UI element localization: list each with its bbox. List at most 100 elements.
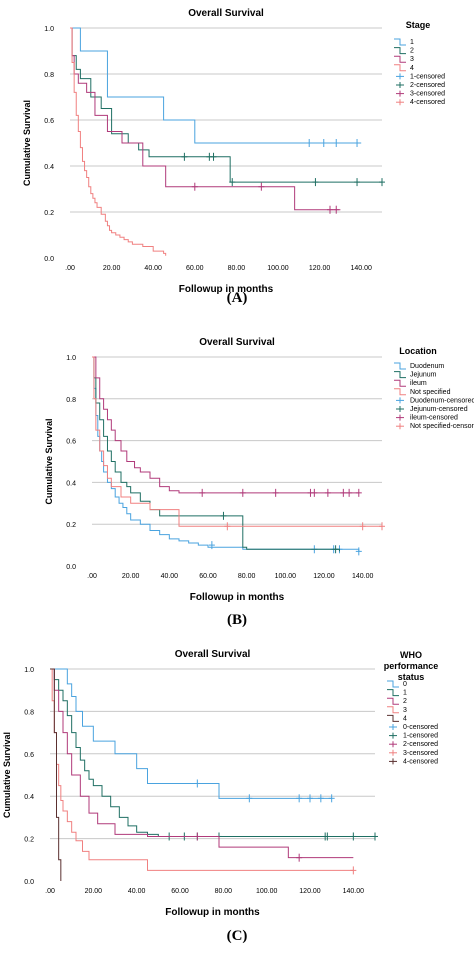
panel-b: Overall Survival 0.0 0.2 0.4 0.6 0.8 1.0 .00 20.… — [0, 324, 474, 636]
legend-entry: Jejunum — [410, 372, 437, 379]
series-line-2 — [70, 27, 382, 183]
x-tick-label: .00 — [87, 573, 97, 580]
legend-swatch — [387, 706, 399, 714]
legend-title: Stage — [406, 20, 431, 30]
x-tick-label: 60.00 — [171, 888, 189, 895]
legend-entry: ileum-censored — [410, 415, 458, 422]
x-tick-label: 40.00 — [161, 573, 179, 580]
legend-title: performance — [384, 661, 439, 671]
chart-a: Overall Survival 0.0 0.2 0.4 0.6 0.8 1.0 .00 20.… — [22, 8, 445, 295]
x-axis-label: Followup in months — [165, 907, 260, 918]
legend-entry: 2 — [410, 48, 414, 55]
chart-b: Overall Survival 0.0 0.2 0.4 0.6 0.8 1.0 .00 20.… — [44, 337, 474, 603]
y-axis-label: Cumulative Survival — [2, 732, 12, 818]
y-tick-label: 0.0 — [66, 564, 76, 571]
x-tick-label: 40.00 — [128, 888, 146, 895]
y-axis-label: Cumulative Survival — [22, 100, 32, 186]
chart-title: Overall Survival — [199, 337, 275, 348]
y-tick-label: 0.2 — [66, 522, 76, 529]
series-line-1 — [50, 668, 375, 837]
legend-entry: 1-censored — [403, 733, 438, 740]
legend-entry: 3 — [410, 56, 414, 63]
x-tick-label: 60.00 — [186, 265, 204, 272]
panel-c: Overall Survival 0.0 0.2 0.4 0.6 0.8 1.0 .00 20.… — [0, 636, 474, 950]
legend-entry: 4 — [403, 715, 407, 722]
y-tick-label: 1.0 — [66, 355, 76, 362]
legend-title: status — [398, 672, 425, 682]
legend-entry: 2 — [403, 698, 407, 705]
x-tick-label: 120.00 — [313, 573, 335, 580]
legend-swatch — [394, 379, 406, 387]
y-tick-label: 0.0 — [44, 256, 54, 263]
x-tick-label: 40.00 — [144, 265, 162, 272]
x-tick-label: 80.00 — [215, 888, 233, 895]
legend-entry: 0-censored — [403, 724, 438, 731]
legend-swatch — [394, 362, 406, 370]
series-line-4 — [50, 668, 62, 881]
legend-entry: 3-censored — [410, 91, 445, 98]
legend-entry: 2-censored — [403, 741, 438, 748]
y-tick-label: 0.0 — [24, 879, 34, 886]
x-tick-label: 20.00 — [122, 573, 140, 580]
legend-entry: Duodenum-censored — [410, 397, 474, 404]
y-tick-label: 0.4 — [24, 794, 34, 801]
x-tick-label: 100.00 — [267, 265, 289, 272]
legend-entry: 2-censored — [410, 82, 445, 89]
y-tick-label: 0.6 — [44, 118, 54, 125]
y-tick-label: 0.4 — [44, 164, 54, 171]
y-tick-label: 0.2 — [44, 210, 54, 217]
series-line-jejunum — [92, 356, 340, 552]
legend-swatch — [394, 371, 406, 379]
legend-entry: 4-censored — [403, 758, 438, 765]
series-line-1 — [70, 27, 362, 144]
legend-swatch — [394, 38, 406, 46]
legend-entry: 1 — [410, 39, 414, 46]
legend-swatch — [394, 64, 406, 72]
x-tick-label: 20.00 — [103, 265, 121, 272]
y-tick-label: 0.2 — [24, 837, 34, 844]
x-tick-label: 100.00 — [256, 888, 278, 895]
legend-entry: Duodenum — [410, 363, 444, 370]
x-tick-label: 80.00 — [238, 573, 256, 580]
x-axis-label: Followup in months — [190, 592, 285, 603]
chart-title: Overall Survival — [175, 649, 251, 660]
series-line-3 — [50, 668, 354, 871]
x-tick-label: 120.00 — [299, 888, 321, 895]
x-tick-label: 100.00 — [275, 573, 297, 580]
legend-title: Location — [399, 346, 437, 356]
legend-entry: Not specified — [410, 389, 451, 396]
series-line-duodenum — [92, 356, 360, 552]
legend-entry: 4 — [410, 65, 414, 72]
legend-title: WHO — [400, 650, 422, 660]
series-line-ileum — [92, 356, 359, 494]
legend-entry: ileum — [410, 380, 427, 387]
legend-swatch — [394, 388, 406, 396]
legend-swatch — [387, 714, 399, 722]
legend-entry: 1 — [403, 690, 407, 697]
legend-swatch — [394, 55, 406, 63]
y-tick-label: 0.6 — [24, 752, 34, 759]
x-tick-label: 20.00 — [85, 888, 103, 895]
y-tick-label: 0.8 — [24, 709, 34, 716]
series-line-4 — [70, 27, 167, 256]
x-tick-label: 80.00 — [228, 265, 246, 272]
x-tick-label: 140.00 — [352, 573, 374, 580]
legend-swatch — [387, 689, 399, 697]
y-tick-label: 1.0 — [44, 26, 54, 33]
caption-c: (C) — [226, 928, 248, 944]
legend-entry: 3 — [403, 707, 407, 714]
legend-entry: 1-censored — [410, 73, 445, 80]
legend-entry: 0 — [403, 681, 407, 688]
y-tick-label: 0.6 — [66, 439, 76, 446]
legend-entry: 4-censored — [410, 99, 445, 106]
y-tick-label: 0.4 — [66, 480, 76, 487]
x-tick-label: .00 — [65, 265, 75, 272]
x-tick-label: 120.00 — [309, 265, 331, 272]
x-axis-label: Followup in months — [179, 284, 274, 295]
series-line-0 — [50, 668, 332, 799]
x-tick-label: 140.00 — [343, 888, 365, 895]
y-tick-label: 1.0 — [24, 667, 34, 674]
series-line-not-specified — [92, 356, 382, 527]
y-tick-label: 0.8 — [66, 397, 76, 404]
legend-entry: Jejunum-censored — [410, 406, 468, 413]
